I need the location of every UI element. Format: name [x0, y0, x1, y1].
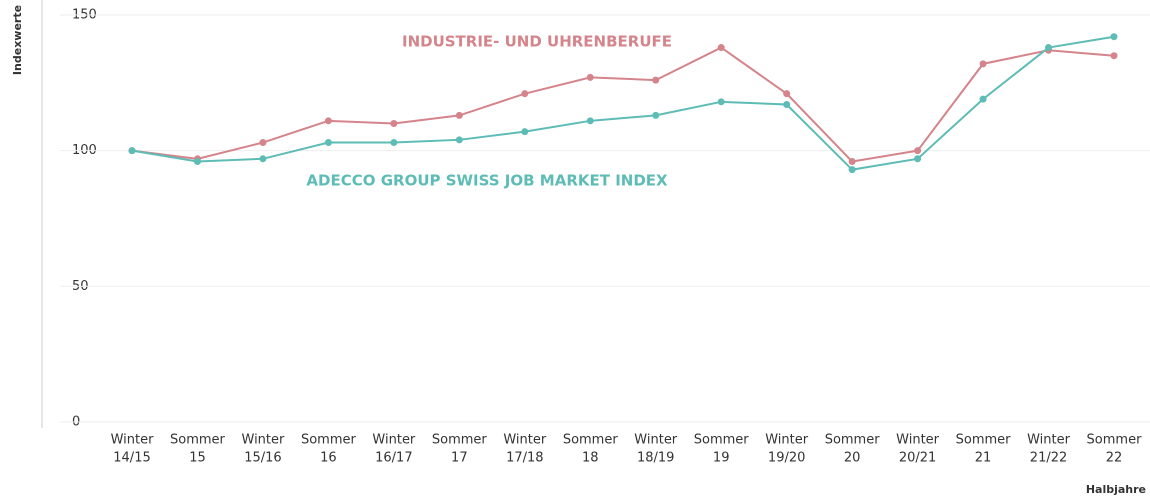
data-point	[783, 101, 791, 109]
data-point	[717, 44, 725, 52]
x-tick-label: 16	[320, 451, 337, 466]
data-point	[390, 120, 398, 128]
data-point	[979, 95, 987, 103]
x-tick-label: 17	[451, 451, 468, 466]
x-tick-label: Winter	[765, 433, 809, 448]
series-line	[131, 46, 1115, 163]
data-point	[259, 155, 267, 163]
x-tick-label: Winter	[634, 433, 678, 448]
x-tick-label: Sommer	[825, 433, 881, 448]
x-tick-label: Winter	[111, 433, 155, 448]
data-point	[193, 158, 201, 166]
data-point	[586, 73, 594, 81]
data-point	[783, 90, 791, 98]
series-line	[131, 35, 1115, 171]
data-point	[455, 136, 463, 144]
data-point	[652, 111, 660, 119]
x-tick-label: Winter	[896, 433, 940, 448]
x-tick-label: 19	[713, 451, 730, 466]
x-tick-label: Sommer	[563, 433, 619, 448]
data-point	[521, 90, 529, 98]
x-tick-label: 21/22	[1030, 451, 1067, 466]
x-tick-label: 21	[975, 451, 992, 466]
x-tick-label: Sommer	[170, 433, 226, 448]
data-point	[1110, 33, 1118, 41]
data-point	[848, 166, 856, 174]
data-point	[586, 117, 594, 125]
x-tick-label: 15/16	[244, 451, 281, 466]
data-point	[717, 98, 725, 106]
data-point	[455, 111, 463, 119]
data-point	[914, 155, 922, 163]
data-point	[128, 147, 136, 155]
data-point	[848, 158, 856, 166]
x-tick-label: Sommer	[1087, 433, 1143, 448]
data-point	[914, 147, 922, 155]
x-tick-label: 19/20	[768, 451, 805, 466]
x-tick-label: 20	[844, 451, 861, 466]
x-tick-label: 17/18	[506, 451, 543, 466]
data-point	[979, 60, 987, 68]
x-tick-label: 20/21	[899, 451, 936, 466]
data-point	[521, 128, 529, 136]
x-tick-label: 14/15	[113, 451, 150, 466]
data-point	[652, 76, 660, 84]
data-point	[1110, 52, 1118, 60]
y-axis-label: Indexwerte	[11, 5, 24, 75]
x-tick-label: Winter	[242, 433, 286, 448]
x-tick-label: Sommer	[694, 433, 750, 448]
x-tick-label: 15	[189, 451, 206, 466]
data-point	[324, 117, 332, 125]
x-tick-label: 18/19	[637, 451, 674, 466]
data-point	[1045, 44, 1053, 52]
x-tick-label: Sommer	[301, 433, 357, 448]
x-tick-label: Winter	[372, 433, 416, 448]
x-tick-label: 22	[1106, 451, 1123, 466]
x-tick-label: 18	[582, 451, 599, 466]
series-label: ADECCO GROUP SWISS JOB MARKET INDEX	[306, 172, 668, 190]
x-tick-label: 16/17	[375, 451, 412, 466]
data-point	[390, 139, 398, 147]
x-tick-label: Sommer	[956, 433, 1012, 448]
x-tick-label: Sommer	[432, 433, 488, 448]
series-label: INDUSTRIE- UND UHRENBERUFE	[402, 33, 672, 51]
x-tick-label: Winter	[503, 433, 547, 448]
data-point	[324, 139, 332, 147]
data-point	[259, 139, 267, 147]
x-tick-label: Winter	[1027, 433, 1071, 448]
x-axis-label: Halbjahre	[1086, 483, 1146, 496]
